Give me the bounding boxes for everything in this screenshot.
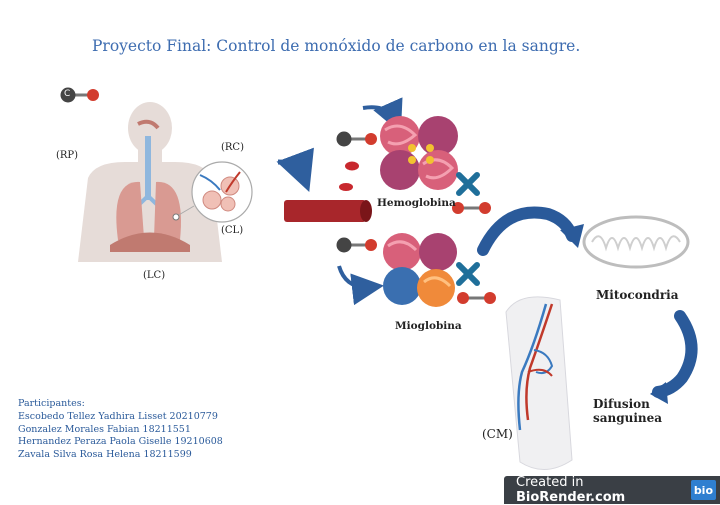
co-molecule-icon <box>60 87 99 103</box>
label-mitocondria: Mitocondria <box>596 288 679 302</box>
arrow-to-diffusion <box>652 310 698 398</box>
label-rc: (RC) <box>221 142 244 153</box>
muscle-vessels-icon <box>505 296 573 470</box>
carbon-letter: C <box>64 89 71 99</box>
o2-molecule-hemoglobin-icon <box>452 202 491 214</box>
biorender-logo-icon: bio <box>690 480 716 500</box>
myoglobin-protein-icon <box>383 233 457 307</box>
badge-text: Created in BioRender.com <box>504 475 691 505</box>
biorender-badge[interactable]: Created in BioRender.com bio <box>504 475 720 505</box>
page-title: Proyecto Final: Control de monóxido de c… <box>92 37 581 55</box>
arrow-to-mitochondria <box>477 206 578 256</box>
participant-name: Zavala Silva Rosa Helena 18211599 <box>18 449 192 461</box>
participants-heading: Participantes: <box>18 398 85 409</box>
arrow-co-to-myoglobin <box>337 265 384 306</box>
o2-molecule-myoglobin-icon <box>457 292 496 304</box>
label-difusion: Difusion sanguinea <box>593 397 662 425</box>
label-lc: (LC) <box>143 270 166 281</box>
participant-name: Hernandez Peraza Paola Giselle 19210608 <box>18 436 223 448</box>
label-cm: (CM) <box>482 427 513 441</box>
human-body-icon <box>78 102 222 262</box>
badge-brand: BioRender.com <box>516 490 626 505</box>
participant-name: Escobedo Tellez Yadhira Lisset 20210779 <box>18 410 218 422</box>
cross-hemoglobin-icon <box>456 172 480 196</box>
co-molecule-hemoglobin-icon <box>336 131 377 147</box>
label-hemoglobina: Hemoglobina <box>377 197 456 209</box>
arrow-to-vessel <box>276 147 314 193</box>
label-mioglobina: Mioglobina <box>395 320 462 332</box>
label-rp: (RP) <box>56 150 79 161</box>
alveoli-zoom-icon <box>172 161 253 223</box>
blood-vessel-icon <box>284 161 372 222</box>
mitochondria-icon <box>582 215 690 269</box>
hemoglobin-protein-icon <box>380 116 458 190</box>
label-cl: (CL) <box>221 225 244 236</box>
badge-prefix: Created in <box>516 475 584 490</box>
label-difusion-line1: Difusion <box>593 397 650 411</box>
cross-myoglobin-icon <box>456 262 480 286</box>
participant-name: Gonzalez Morales Fabian 18211551 <box>18 423 191 435</box>
co-molecule-myoglobin-icon <box>336 237 377 253</box>
label-difusion-line2: sanguinea <box>593 411 663 425</box>
participants-list: Participantes: Escobedo Tellez Yadhira L… <box>18 398 223 462</box>
